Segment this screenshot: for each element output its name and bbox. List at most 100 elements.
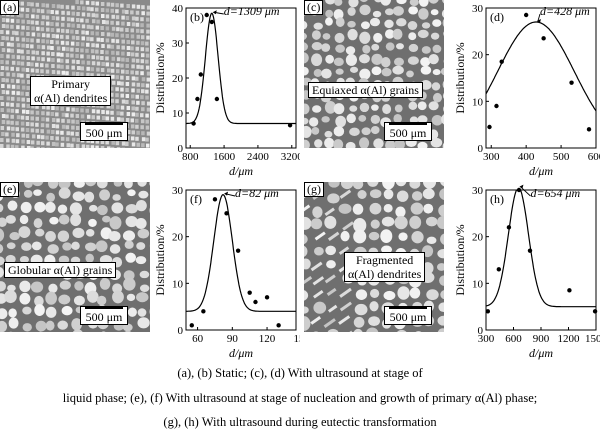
y-tick-label: 0 bbox=[478, 143, 484, 155]
chart-h-panel-label: (h) bbox=[490, 192, 504, 206]
data-point bbox=[541, 36, 546, 41]
data-point bbox=[209, 19, 215, 25]
chart-d-ylabel: Distribution/% bbox=[453, 42, 467, 113]
scale-bar-e: 500 μm bbox=[80, 306, 128, 325]
micrograph-a-caption: Primary α(Al) dendrites bbox=[30, 76, 112, 106]
figure-caption-line1: (a), (b) Static; (c), (d) With ultrasoun… bbox=[177, 366, 423, 380]
chart-b-frame bbox=[185, 7, 297, 149]
chart-d-svg: 300 400 500 600 0 10 20 30 (d) d=428 μm d/μm Distri… bbox=[453, 3, 600, 178]
chart-d: 300 400 500 600 0 10 20 30 (d) d=428 μm d/μm Distri… bbox=[446, 0, 600, 178]
y-tick-label: 0 bbox=[178, 325, 184, 337]
y-tick-label: 10 bbox=[472, 96, 484, 108]
chart-d-annotation-arrowhead bbox=[536, 19, 541, 23]
chart-d-xlabel: d/μm bbox=[529, 164, 553, 178]
data-point bbox=[527, 248, 533, 253]
data-point bbox=[567, 288, 572, 293]
scale-bar-a-text: 500 μm bbox=[85, 126, 123, 140]
micrograph-g-caption-line2: α(Al) dendrites bbox=[348, 267, 422, 281]
data-point bbox=[516, 187, 522, 193]
data-point bbox=[195, 96, 200, 102]
data-point bbox=[264, 295, 270, 300]
data-point bbox=[212, 197, 218, 202]
chart-b-panel-label: (b) bbox=[190, 10, 204, 24]
micrograph-c: (c) Equiaxed α(Al) grains 500 μm bbox=[304, 0, 444, 148]
chart-h-xlabel: d/μm bbox=[529, 346, 553, 360]
x-tick-label: 500 bbox=[553, 151, 570, 163]
y-tick-label: 30 bbox=[472, 3, 484, 15]
data-point bbox=[569, 80, 574, 85]
micrograph-c-caption-line1: Equiaxed α(Al) grains bbox=[312, 83, 419, 97]
data-point bbox=[287, 123, 293, 128]
x-tick-label: 400 bbox=[518, 151, 535, 163]
data-point bbox=[586, 127, 592, 132]
data-point bbox=[204, 12, 209, 18]
data-point bbox=[235, 248, 241, 253]
scale-bar-a-line bbox=[85, 123, 123, 125]
micrograph-a: (a) Primary α(Al) dendrites 500 μm bbox=[0, 0, 150, 148]
data-point bbox=[523, 12, 529, 18]
data-point bbox=[253, 299, 258, 305]
x-tick-label: 60 bbox=[192, 333, 204, 345]
y-tick-label: 0 bbox=[178, 143, 184, 155]
scale-bar-c-text: 500 μm bbox=[389, 126, 427, 140]
data-point bbox=[198, 72, 204, 77]
chart-f-fit-curve bbox=[186, 194, 296, 312]
micrograph-g-caption-line1: Fragmented bbox=[355, 253, 414, 267]
data-point bbox=[592, 309, 598, 314]
chart-f-xlabel: d/μm bbox=[229, 346, 253, 360]
data-point bbox=[276, 323, 281, 328]
scale-bar-g-text: 500 μm bbox=[389, 310, 427, 324]
chart-d-annotation: d=428 μm bbox=[540, 4, 590, 18]
chart-d-panel-label: (d) bbox=[490, 10, 504, 24]
data-point bbox=[214, 96, 220, 102]
data-point bbox=[224, 211, 229, 216]
y-tick-label: 30 bbox=[472, 185, 484, 197]
data-point bbox=[485, 309, 491, 314]
chart-h-annotation: d=654 μm bbox=[530, 186, 580, 200]
micrograph-g: (g) Fragmented α(Al) dendrites 500 μm bbox=[304, 182, 444, 332]
x-tick-label: 1200 bbox=[558, 333, 581, 345]
data-point bbox=[189, 323, 194, 328]
y-tick-label: 10 bbox=[172, 108, 184, 120]
panel-label-g: (g) bbox=[304, 182, 324, 197]
scale-bar-c-line bbox=[389, 123, 427, 125]
scale-bar-e-line bbox=[85, 307, 123, 309]
chart-h-annotation-arrowhead bbox=[519, 184, 524, 189]
panel-label-a: (a) bbox=[0, 0, 20, 15]
y-tick-label: 30 bbox=[172, 185, 184, 197]
data-point bbox=[496, 267, 502, 272]
scale-bar-e-text: 500 μm bbox=[85, 310, 123, 324]
x-tick-label: 600 bbox=[505, 333, 522, 345]
y-tick-label: 20 bbox=[472, 232, 484, 244]
data-point bbox=[494, 103, 499, 109]
chart-b-xlabel: d/μm bbox=[229, 164, 253, 178]
chart-h-ylabel: Distribution/% bbox=[453, 224, 467, 295]
chart-f-ylabel: Distribution/% bbox=[153, 224, 167, 295]
x-tick-label: 120 bbox=[259, 333, 276, 345]
y-tick-label: 10 bbox=[172, 278, 184, 290]
x-tick-label: 600 bbox=[588, 151, 600, 163]
micrograph-e-caption: Globular α(Al) grains bbox=[4, 262, 117, 278]
chart-d-annotation-arrow bbox=[537, 13, 541, 22]
figure-caption-line3: (g), (h) With ultrasound during eutectic… bbox=[163, 415, 437, 429]
figure-caption-line2: liquid phase; (e), (f) With ultrasound a… bbox=[62, 391, 538, 405]
x-tick-label: 1600 bbox=[213, 151, 236, 163]
data-point bbox=[499, 59, 504, 64]
micrograph-g-caption: Fragmented α(Al) dendrites bbox=[344, 252, 426, 282]
chart-b-annotation: d=1309 μm bbox=[224, 4, 280, 18]
data-point bbox=[201, 309, 206, 314]
x-tick-label: 90 bbox=[227, 333, 239, 345]
data-point bbox=[506, 225, 512, 230]
scale-bar-g-line bbox=[389, 307, 427, 309]
panel-label-c: (c) bbox=[304, 0, 324, 15]
chart-b-fit-curve bbox=[186, 12, 296, 125]
data-point bbox=[191, 121, 196, 126]
data-point bbox=[487, 124, 492, 130]
chart-f-annotation: d=82 μm bbox=[235, 186, 279, 200]
y-tick-label: 30 bbox=[172, 38, 184, 50]
